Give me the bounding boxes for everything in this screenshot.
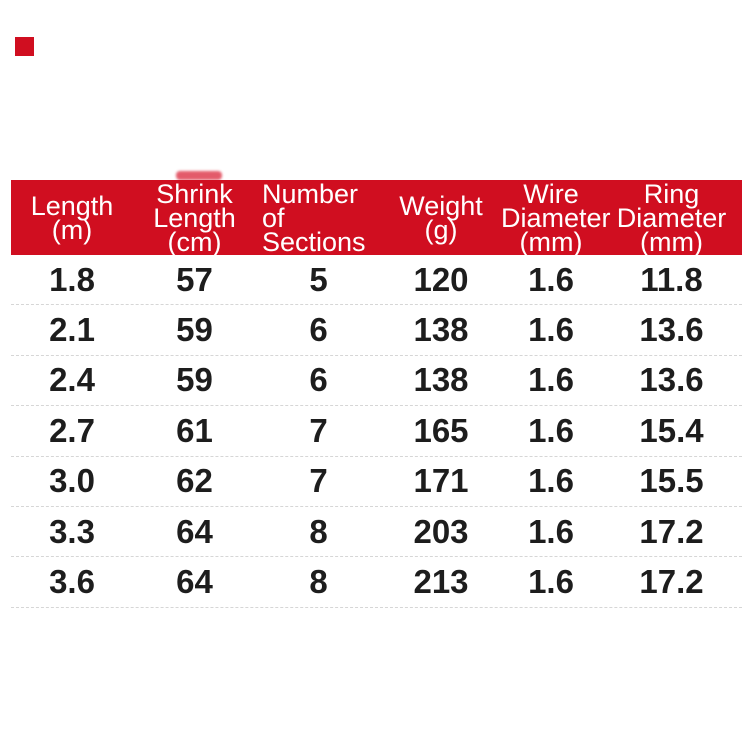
header-line: (cm) — [167, 226, 222, 257]
cell-ring-diameter: 15.4 — [639, 411, 704, 449]
cell-length: 2.1 — [49, 311, 95, 349]
cell-ring-diameter: 13.6 — [639, 361, 704, 399]
header-ring-diameter: Ring Diameter (mm) — [601, 180, 742, 255]
spec-table: Length (m) Shrink Length (cm) Number of … — [11, 180, 742, 608]
table-row: 3.6 64 8 213 1.6 17.2 — [11, 557, 742, 608]
cell-wire-diameter: 1.6 — [528, 563, 574, 601]
cell-shrink-length: 61 — [176, 411, 213, 449]
corner-marker — [15, 37, 34, 56]
cell-weight: 171 — [413, 462, 469, 500]
header-line: Diameter — [616, 202, 727, 233]
header-line: Wire — [523, 178, 579, 209]
cell-ring-diameter: 15.5 — [639, 462, 704, 500]
cell-weight: 165 — [413, 411, 469, 449]
cell-shrink-length: 64 — [176, 512, 213, 550]
cell-wire-diameter: 1.6 — [528, 311, 574, 349]
cell-wire-diameter: 1.6 — [528, 411, 574, 449]
table-header-row: Length (m) Shrink Length (cm) Number of … — [11, 180, 742, 255]
cell-shrink-length: 57 — [176, 260, 213, 298]
cell-weight: 203 — [413, 512, 469, 550]
header-line: Weight — [399, 190, 483, 221]
cell-ring-diameter: 17.2 — [639, 512, 704, 550]
cell-weight: 138 — [413, 361, 469, 399]
cell-sections: 6 — [309, 311, 328, 349]
header-shrink-length: Shrink Length (cm) — [133, 180, 256, 255]
header-length: Length (m) — [11, 180, 133, 255]
header-line: Ring — [643, 178, 700, 209]
header-line: Number of — [262, 178, 359, 233]
cell-wire-diameter: 1.6 — [528, 512, 574, 550]
header-line: Length — [153, 202, 236, 233]
header-line: (g) — [424, 214, 458, 245]
cell-shrink-length: 59 — [176, 361, 213, 399]
cell-length: 3.3 — [49, 512, 95, 550]
cell-shrink-length: 59 — [176, 311, 213, 349]
table-row: 2.4 59 6 138 1.6 13.6 — [11, 356, 742, 407]
cell-sections: 5 — [309, 260, 328, 298]
cell-weight: 138 — [413, 311, 469, 349]
cell-ring-diameter: 13.6 — [639, 311, 704, 349]
cell-length: 3.6 — [49, 563, 95, 601]
table-row: 2.1 59 6 138 1.6 13.6 — [11, 305, 742, 356]
header-line: (mm) — [640, 226, 703, 257]
table-row: 3.0 62 7 171 1.6 15.5 — [11, 457, 742, 507]
cell-sections: 8 — [309, 512, 328, 550]
cell-wire-diameter: 1.6 — [528, 260, 574, 298]
header-number-of-sections: Number of Sections — [256, 180, 381, 255]
header-line: Shrink — [156, 178, 233, 209]
cell-ring-diameter: 11.8 — [640, 260, 703, 298]
table-row: 3.3 64 8 203 1.6 17.2 — [11, 507, 742, 558]
cell-length: 2.4 — [49, 361, 95, 399]
table-row: 1.8 57 5 120 1.6 11.8 — [11, 255, 742, 306]
cell-length: 2.7 — [49, 411, 95, 449]
table-body: 1.8 57 5 120 1.6 11.8 2.1 59 6 138 1.6 1… — [11, 255, 742, 608]
cell-wire-diameter: 1.6 — [528, 462, 574, 500]
cell-sections: 8 — [309, 563, 328, 601]
print-artifact — [176, 171, 222, 180]
cell-ring-diameter: 17.2 — [639, 563, 704, 601]
cell-sections: 7 — [309, 411, 328, 449]
cell-wire-diameter: 1.6 — [528, 361, 574, 399]
cell-sections: 6 — [309, 361, 328, 399]
cell-length: 1.8 — [49, 260, 95, 298]
header-line: Diameter — [501, 202, 611, 233]
header-weight: Weight (g) — [381, 180, 501, 255]
header-line: (m) — [51, 214, 93, 245]
cell-shrink-length: 64 — [176, 563, 213, 601]
cell-sections: 7 — [309, 462, 328, 500]
cell-length: 3.0 — [49, 462, 95, 500]
header-line: (mm) — [519, 226, 583, 257]
header-line: Sections — [262, 226, 366, 257]
cell-shrink-length: 62 — [176, 462, 213, 500]
header-line: Length — [30, 190, 114, 221]
table-row: 2.7 61 7 165 1.6 15.4 — [11, 406, 742, 457]
cell-weight: 120 — [413, 260, 469, 298]
header-wire-diameter: Wire Diameter (mm) — [501, 178, 611, 257]
cell-weight: 213 — [413, 563, 469, 601]
